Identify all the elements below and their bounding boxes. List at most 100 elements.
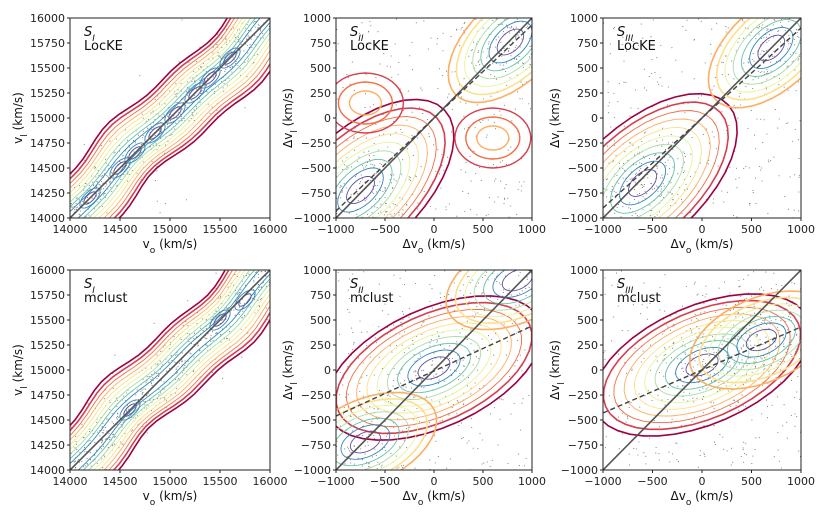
data-point	[430, 364, 432, 366]
data-point	[763, 369, 765, 371]
data-point	[126, 409, 128, 411]
data-point	[198, 360, 200, 362]
data-point	[466, 339, 468, 341]
data-point	[632, 304, 634, 306]
data-point	[683, 399, 685, 401]
data-point	[475, 261, 476, 262]
data-point	[389, 345, 391, 347]
data-point	[391, 186, 394, 189]
panel-symbol-letter: S	[617, 25, 625, 40]
data-point	[746, 365, 748, 367]
data-point	[763, 119, 765, 121]
x-label-unit: (km/s)	[155, 237, 197, 251]
data-point	[279, 86, 280, 87]
data-point	[503, 203, 505, 205]
data-point	[627, 330, 629, 332]
data-point	[565, 257, 566, 258]
data-point	[518, 304, 520, 306]
data-point	[506, 26, 508, 28]
data-point	[730, 405, 732, 407]
data-point	[117, 415, 119, 417]
y-tick-label: −500	[301, 414, 331, 427]
data-point	[180, 113, 182, 115]
data-point	[345, 187, 347, 189]
data-point	[438, 383, 440, 385]
data-point	[783, 360, 785, 362]
data-point	[689, 175, 691, 177]
data-point	[613, 92, 615, 94]
data-point	[413, 396, 415, 398]
data-point	[743, 298, 746, 300]
data-point	[522, 21, 524, 23]
data-point	[70, 203, 72, 205]
data-point	[421, 369, 423, 371]
data-point	[667, 326, 669, 328]
data-point	[749, 204, 751, 206]
data-point	[514, 36, 516, 38]
data-point	[468, 440, 470, 442]
y-tick-label: −500	[301, 162, 331, 175]
data-point	[343, 183, 345, 185]
data-point	[468, 275, 470, 277]
data-point	[722, 304, 724, 306]
data-point	[777, 127, 779, 129]
data-point	[145, 395, 147, 397]
data-point	[663, 185, 665, 187]
data-point	[363, 167, 365, 169]
data-point	[205, 328, 207, 330]
data-point	[269, 9, 270, 10]
data-point	[471, 426, 473, 429]
data-point	[206, 78, 209, 80]
data-point	[240, 43, 242, 45]
data-point	[729, 365, 731, 367]
data-point	[159, 360, 161, 362]
data-point	[630, 107, 632, 109]
data-point	[369, 466, 371, 468]
data-point	[375, 454, 377, 457]
data-point	[84, 159, 86, 161]
y-label-sub: l	[290, 382, 300, 385]
data-point	[58, 203, 59, 204]
data-point	[713, 402, 715, 404]
data-point	[517, 340, 519, 342]
data-point	[348, 448, 350, 450]
data-point	[755, 328, 757, 330]
data-point	[104, 158, 107, 160]
data-point	[140, 179, 142, 181]
data-point	[170, 113, 172, 115]
data-point	[711, 381, 713, 383]
data-point	[667, 173, 669, 175]
data-point	[521, 185, 523, 187]
data-point	[206, 337, 208, 339]
data-point	[788, 18, 790, 20]
data-point	[250, 38, 252, 40]
data-point	[462, 190, 464, 192]
data-point	[241, 356, 243, 358]
data-point	[399, 295, 401, 297]
data-point	[487, 119, 489, 121]
data-point	[348, 311, 350, 313]
data-point	[692, 397, 694, 399]
data-point	[745, 327, 747, 329]
data-point	[379, 63, 381, 65]
data-point	[359, 320, 361, 322]
data-point	[363, 271, 365, 273]
data-point	[511, 322, 513, 324]
plot-area	[603, 270, 801, 470]
data-point	[450, 369, 452, 371]
data-point	[423, 321, 425, 323]
data-point	[459, 332, 461, 334]
data-point	[684, 352, 686, 354]
data-point	[90, 465, 92, 467]
contour-line	[476, 125, 510, 151]
data-point	[526, 8, 527, 9]
data-point	[546, 25, 547, 26]
data-point	[193, 332, 196, 334]
data-point	[205, 344, 207, 346]
data-point	[391, 76, 393, 78]
data-point	[156, 170, 158, 172]
data-point	[591, 151, 592, 152]
data-point	[611, 195, 613, 197]
data-point	[249, 306, 251, 308]
data-point	[100, 145, 102, 147]
